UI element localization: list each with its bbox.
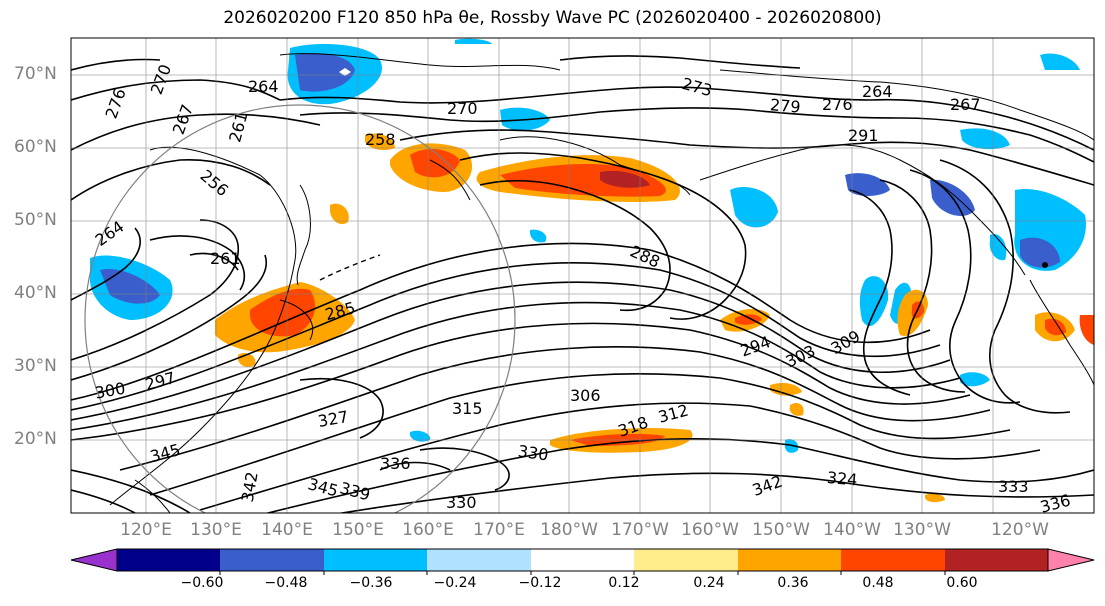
colorbar-tick-label: 0.12 xyxy=(608,575,640,591)
lat-label: 40°N xyxy=(14,283,57,303)
contour-label: 258 xyxy=(365,130,396,149)
lon-label: 130°W xyxy=(893,520,951,540)
colorbar-tick-label: 0.24 xyxy=(693,575,725,591)
colorbar-tick-label: 0.48 xyxy=(862,575,894,591)
contour-label: 324 xyxy=(826,468,858,490)
contour-label: 315 xyxy=(452,399,483,418)
colorbar-tick-label: −0.24 xyxy=(433,575,477,591)
colorbar-tick-label: −0.36 xyxy=(349,575,393,591)
colorbar-tick-label: −0.12 xyxy=(518,575,562,591)
lon-label: 170°W xyxy=(611,520,669,540)
gridlines xyxy=(71,38,1094,513)
contour-label: 279 xyxy=(769,95,801,117)
lat-label: 60°N xyxy=(14,137,57,157)
contour-label: 336 xyxy=(1038,491,1072,517)
contour-label: 264 xyxy=(862,82,893,101)
lat-label: 70°N xyxy=(14,64,57,84)
lon-label: 150°W xyxy=(752,520,810,540)
contour-label: 291 xyxy=(848,126,879,145)
contour-label: 261 xyxy=(210,249,241,268)
lon-label: 130°E xyxy=(190,520,242,540)
colorbar-tick-label: 0.60 xyxy=(946,575,978,591)
lat-label: 30°N xyxy=(14,356,57,376)
contour-label: 330 xyxy=(517,441,550,464)
lon-label: 160°E xyxy=(402,520,454,540)
contour-label: 336 xyxy=(380,454,411,473)
lon-label: 140°E xyxy=(261,520,313,540)
lon-label: 140°W xyxy=(823,520,881,540)
contour-label: 264 xyxy=(248,77,279,96)
contour-label: 330 xyxy=(446,493,477,512)
colorbar-tick-label: 0.36 xyxy=(777,575,809,591)
lat-label: 20°N xyxy=(14,429,57,449)
theta-e-contours xyxy=(71,55,1094,513)
lat-label: 50°N xyxy=(14,210,57,230)
lon-label: 120°E xyxy=(120,520,172,540)
lon-label: 170°E xyxy=(473,520,525,540)
map-title: 2026020200 F120 850 hPa θe, Rossby Wave … xyxy=(223,8,882,28)
colorbar-tick-label: −0.48 xyxy=(264,575,308,591)
contour-label: 270 xyxy=(447,99,478,118)
contour-label: 333 xyxy=(998,477,1029,496)
lon-label: 180°W xyxy=(540,520,598,540)
contour-label: 276 xyxy=(822,95,853,114)
contour-label: 267 xyxy=(950,95,981,114)
contour-label: 306 xyxy=(570,386,601,405)
lon-label: 120°W xyxy=(991,520,1049,540)
lon-label: 150°E xyxy=(332,520,384,540)
anomaly-shading xyxy=(89,38,1094,503)
lon-label: 160°W xyxy=(681,520,739,540)
colorbar-tick-label: −0.60 xyxy=(180,575,224,591)
